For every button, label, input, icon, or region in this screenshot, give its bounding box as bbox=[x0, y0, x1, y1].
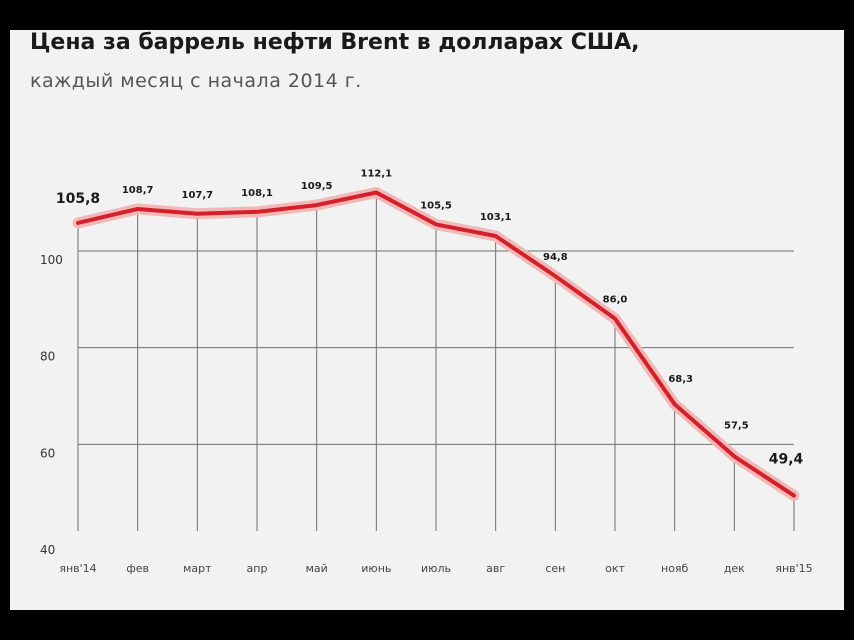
x-axis: янв'14 фев март апр май июнь июль авг сен окт нояб… bbox=[59, 562, 812, 575]
chart-title: Цена за баррель нефти Brent в долларах С… bbox=[30, 30, 640, 55]
data-label: 112,1 bbox=[361, 169, 393, 180]
x-tick-label: янв'15 bbox=[775, 562, 812, 575]
data-label: 57,5 bbox=[724, 420, 749, 431]
x-tick-label: сен bbox=[545, 562, 565, 575]
data-label: 103,1 bbox=[480, 212, 512, 223]
data-label: 109,5 bbox=[301, 181, 333, 192]
x-tick-label: май bbox=[306, 562, 328, 575]
chart-subtitle: каждый месяц с начала 2014 г. bbox=[30, 70, 362, 92]
grid bbox=[77, 192, 795, 531]
data-label: 105,5 bbox=[420, 200, 452, 211]
y-tick-label: 80 bbox=[40, 350, 55, 364]
data-label: 86,0 bbox=[603, 295, 628, 306]
data-label: 49,4 bbox=[769, 452, 804, 468]
x-tick-label: фев bbox=[126, 562, 149, 575]
x-tick-label: март bbox=[183, 562, 212, 575]
data-label: 105,8 bbox=[56, 191, 100, 207]
x-tick-label: апр bbox=[247, 562, 268, 575]
x-tick-label: нояб bbox=[661, 562, 689, 575]
data-label: 108,7 bbox=[122, 185, 154, 196]
y-axis: 40 60 80 100 bbox=[40, 253, 63, 557]
data-label: 68,3 bbox=[668, 374, 693, 385]
y-tick-label: 60 bbox=[40, 446, 55, 460]
y-tick-label: 40 bbox=[40, 543, 55, 557]
data-labels: 105,8 108,7 107,7 108,1 109,5 112,1 105,5 103,1… bbox=[56, 169, 804, 468]
x-tick-label: янв'14 bbox=[59, 562, 96, 575]
chart-card bbox=[10, 30, 844, 610]
data-label: 108,1 bbox=[241, 188, 273, 199]
x-tick-label: дек bbox=[724, 562, 745, 575]
data-label: 107,7 bbox=[182, 190, 214, 201]
x-tick-label: окт bbox=[605, 562, 625, 575]
series-line bbox=[72, 187, 800, 502]
x-tick-label: июль bbox=[421, 562, 451, 575]
x-tick-label: июнь bbox=[361, 562, 391, 575]
x-tick-label: авг bbox=[486, 562, 505, 575]
y-tick-label: 100 bbox=[40, 253, 63, 267]
data-label: 94,8 bbox=[543, 252, 568, 263]
series-line bbox=[76, 190, 796, 498]
